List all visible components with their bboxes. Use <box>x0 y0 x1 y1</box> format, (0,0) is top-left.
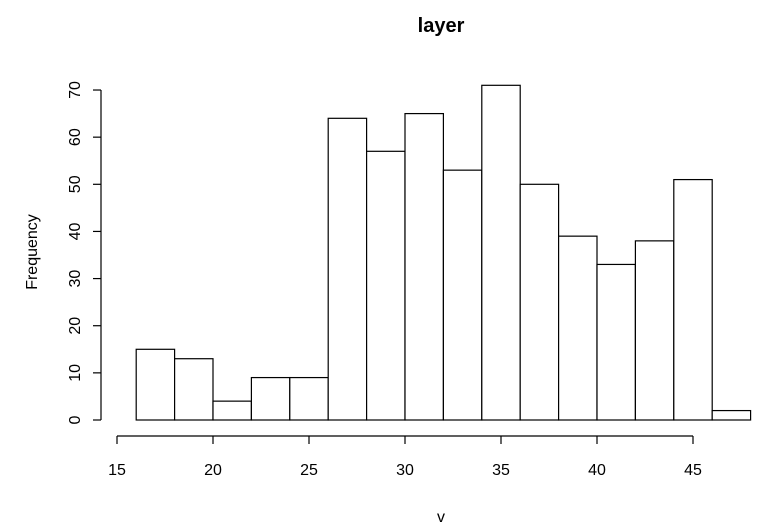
y-tick-label: 20 <box>67 317 84 335</box>
y-tick-label: 50 <box>67 175 84 193</box>
y-axis: 0 10 20 30 40 50 60 70 <box>67 81 102 424</box>
histogram-bar <box>366 150 406 421</box>
x-tick-label: 25 <box>300 462 318 479</box>
x-tick-label: 15 <box>108 462 126 479</box>
x-axis: 15 20 25 30 35 40 45 <box>108 435 702 479</box>
histogram-bar <box>634 240 675 421</box>
x-tick-label: 30 <box>396 462 414 479</box>
histogram-bar <box>174 358 214 421</box>
histogram-bar <box>212 400 253 421</box>
x-tick-label: 35 <box>492 462 510 479</box>
x-axis-label: v <box>437 509 445 526</box>
histogram-bar <box>711 409 752 421</box>
histogram-bar <box>135 348 176 421</box>
y-axis-label: Frequency <box>24 214 41 290</box>
histogram-bar <box>442 169 483 421</box>
x-tick-label: 40 <box>588 462 606 479</box>
x-tick-label: 20 <box>204 462 222 479</box>
bars-group <box>135 84 752 421</box>
histogram-bar <box>557 235 598 421</box>
histogram-bar <box>481 84 521 421</box>
y-tick-label: 10 <box>67 364 84 382</box>
y-tick-label: 70 <box>67 81 84 99</box>
y-tick-label: 30 <box>67 270 84 288</box>
histogram-bar <box>519 183 560 421</box>
histogram-bar <box>404 112 445 421</box>
y-tick-label: 0 <box>67 415 84 424</box>
chart-title: layer <box>418 15 465 37</box>
y-tick-label: 40 <box>67 222 84 240</box>
histogram-bar <box>327 117 368 421</box>
histogram-bar <box>289 376 329 421</box>
histogram-bar <box>596 263 637 421</box>
y-tick-label: 60 <box>67 128 84 146</box>
histogram-bar <box>250 376 291 421</box>
x-tick-label: 45 <box>684 462 702 479</box>
histogram-bar <box>673 178 713 421</box>
